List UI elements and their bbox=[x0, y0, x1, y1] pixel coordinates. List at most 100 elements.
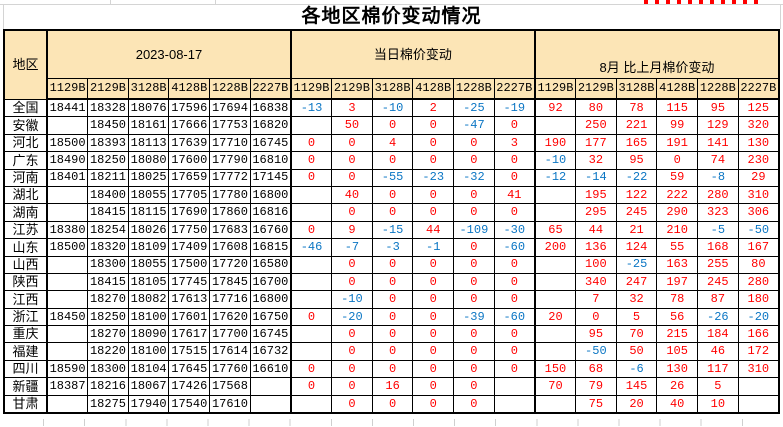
daily-change-cell[interactable]: 0 bbox=[371, 307, 414, 327]
price-cell[interactable]: 17659 bbox=[168, 168, 211, 187]
price-cell[interactable]: 17600 bbox=[168, 151, 211, 170]
daily-change-cell[interactable]: 0 bbox=[493, 203, 536, 222]
daily-change-cell[interactable]: 0 bbox=[412, 151, 455, 170]
monthly-change-cell[interactable]: 80 bbox=[737, 255, 780, 274]
daily-change-cell[interactable]: 0 bbox=[493, 359, 536, 379]
price-cell[interactable]: 18105 bbox=[127, 272, 170, 292]
price-cell[interactable]: 18055 bbox=[127, 255, 170, 274]
monthly-change-cell[interactable]: 75 bbox=[575, 394, 617, 414]
daily-change-cell[interactable]: -109 bbox=[453, 220, 495, 240]
monthly-change-cell[interactable]: 95 bbox=[615, 151, 658, 170]
daily-change-cell[interactable]: -19 bbox=[493, 98, 536, 118]
daily-change-cell[interactable]: 0 bbox=[331, 394, 373, 414]
daily-change-cell[interactable]: 0 bbox=[453, 203, 495, 222]
daily-change-cell[interactable]: 0 bbox=[371, 359, 414, 379]
monthly-change-cell[interactable] bbox=[533, 185, 577, 205]
price-cell[interactable]: 17666 bbox=[168, 116, 211, 135]
price-cell[interactable]: 16815 bbox=[249, 238, 292, 257]
price-cell[interactable]: 18415 bbox=[87, 203, 129, 222]
daily-change-cell[interactable]: 0 bbox=[453, 272, 495, 292]
monthly-change-cell[interactable]: 168 bbox=[697, 238, 739, 257]
price-cell[interactable]: 16800 bbox=[249, 290, 292, 309]
monthly-change-cell[interactable]: 184 bbox=[697, 325, 739, 344]
price-cell[interactable]: 17760 bbox=[209, 359, 251, 379]
daily-change-cell[interactable]: 0 bbox=[493, 168, 536, 187]
price-cell[interactable]: 17940 bbox=[127, 394, 170, 414]
region-cell[interactable]: 河南 bbox=[3, 168, 48, 187]
monthly-change-cell[interactable] bbox=[533, 342, 577, 361]
monthly-change-cell[interactable]: 122 bbox=[615, 185, 658, 205]
group-header-daily-change[interactable]: 当日棉价变动 bbox=[289, 29, 536, 79]
price-cell[interactable] bbox=[46, 255, 89, 274]
price-cell[interactable]: 17426 bbox=[168, 377, 211, 396]
price-cell[interactable]: 18026 bbox=[127, 220, 170, 240]
price-cell[interactable]: 18090 bbox=[127, 325, 170, 344]
monthly-change-cell[interactable] bbox=[533, 394, 577, 414]
daily-change-cell[interactable]: 0 bbox=[371, 151, 414, 170]
monthly-change-cell[interactable]: 172 bbox=[737, 342, 780, 361]
price-cell[interactable]: 18055 bbox=[127, 185, 170, 205]
daily-change-cell[interactable] bbox=[289, 185, 333, 205]
price-cell[interactable]: 18450 bbox=[87, 116, 129, 135]
monthly-change-cell[interactable]: 74 bbox=[697, 151, 739, 170]
monthly-change-cell[interactable] bbox=[737, 394, 780, 414]
price-cell[interactable]: 18401 bbox=[46, 168, 89, 187]
group-header-date[interactable]: 2023-08-17 bbox=[46, 29, 292, 79]
monthly-change-cell[interactable]: 310 bbox=[737, 359, 780, 379]
region-column-header[interactable]: 地区 bbox=[3, 29, 48, 100]
daily-change-cell[interactable]: 0 bbox=[493, 342, 536, 361]
price-cell[interactable]: 17694 bbox=[209, 98, 251, 118]
price-cell[interactable]: 17515 bbox=[168, 342, 211, 361]
daily-change-cell[interactable]: 0 bbox=[453, 185, 495, 205]
monthly-change-cell[interactable]: 177 bbox=[575, 133, 617, 153]
monthly-change-cell[interactable]: -14 bbox=[575, 168, 617, 187]
daily-change-cell[interactable]: -20 bbox=[331, 307, 373, 327]
monthly-change-cell[interactable] bbox=[533, 290, 577, 309]
monthly-change-cell[interactable]: 150 bbox=[533, 359, 577, 379]
monthly-change-cell[interactable]: 195 bbox=[575, 185, 617, 205]
price-cell[interactable]: 16732 bbox=[249, 342, 292, 361]
monthly-change-cell[interactable]: 10 bbox=[697, 394, 739, 414]
daily-change-cell[interactable]: 0 bbox=[493, 290, 536, 309]
price-cell[interactable]: 18300 bbox=[87, 255, 129, 274]
grade-code-header[interactable]: 3128B bbox=[127, 78, 170, 100]
price-cell[interactable]: 18500 bbox=[46, 133, 89, 153]
daily-change-cell[interactable] bbox=[289, 394, 333, 414]
grade-code-header[interactable]: 2227B bbox=[493, 78, 536, 100]
price-cell[interactable]: 17639 bbox=[168, 133, 211, 153]
daily-change-cell[interactable] bbox=[289, 290, 333, 309]
monthly-change-cell[interactable]: 117 bbox=[697, 359, 739, 379]
daily-change-cell[interactable]: 0 bbox=[371, 185, 414, 205]
daily-change-cell[interactable]: 0 bbox=[412, 203, 455, 222]
daily-change-cell[interactable]: 0 bbox=[289, 133, 333, 153]
daily-change-cell[interactable]: 0 bbox=[331, 203, 373, 222]
monthly-change-cell[interactable]: -50 bbox=[737, 220, 780, 240]
daily-change-cell[interactable]: 0 bbox=[453, 151, 495, 170]
daily-change-cell[interactable]: -10 bbox=[331, 290, 373, 309]
price-cell[interactable]: 18250 bbox=[87, 151, 129, 170]
daily-change-cell[interactable]: 0 bbox=[371, 394, 414, 414]
daily-change-cell[interactable]: 9 bbox=[331, 220, 373, 240]
daily-change-cell[interactable]: 0 bbox=[289, 151, 333, 170]
price-cell[interactable]: 17145 bbox=[249, 168, 292, 187]
monthly-change-cell[interactable]: 56 bbox=[656, 307, 698, 327]
daily-change-cell[interactable] bbox=[289, 116, 333, 135]
monthly-change-cell[interactable]: 80 bbox=[575, 98, 617, 118]
daily-change-cell[interactable]: 0 bbox=[331, 272, 373, 292]
monthly-change-cell[interactable]: 280 bbox=[737, 272, 780, 292]
daily-change-cell[interactable]: 0 bbox=[453, 238, 495, 257]
monthly-change-cell[interactable]: 5 bbox=[697, 377, 739, 396]
daily-change-cell[interactable]: 0 bbox=[371, 325, 414, 344]
price-cell[interactable] bbox=[46, 203, 89, 222]
price-cell[interactable] bbox=[46, 116, 89, 135]
monthly-change-cell[interactable]: 166 bbox=[737, 325, 780, 344]
daily-change-cell[interactable]: 3 bbox=[331, 98, 373, 118]
monthly-change-cell[interactable]: -22 bbox=[615, 168, 658, 187]
daily-change-cell[interactable]: -1 bbox=[412, 238, 455, 257]
daily-change-cell[interactable] bbox=[289, 325, 333, 344]
daily-change-cell[interactable]: -13 bbox=[289, 98, 333, 118]
monthly-change-cell[interactable]: 59 bbox=[656, 168, 698, 187]
daily-change-cell[interactable]: 0 bbox=[412, 116, 455, 135]
daily-change-cell[interactable]: 3 bbox=[493, 133, 536, 153]
monthly-change-cell[interactable]: 167 bbox=[737, 238, 780, 257]
